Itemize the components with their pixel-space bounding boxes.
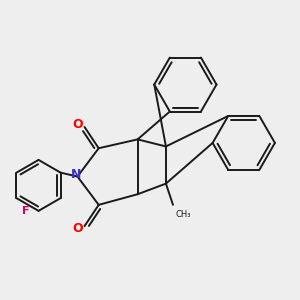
- Text: F: F: [22, 206, 30, 216]
- Text: N: N: [70, 168, 81, 181]
- Text: O: O: [73, 222, 83, 236]
- Text: CH₃: CH₃: [176, 210, 191, 219]
- Text: O: O: [73, 118, 83, 131]
